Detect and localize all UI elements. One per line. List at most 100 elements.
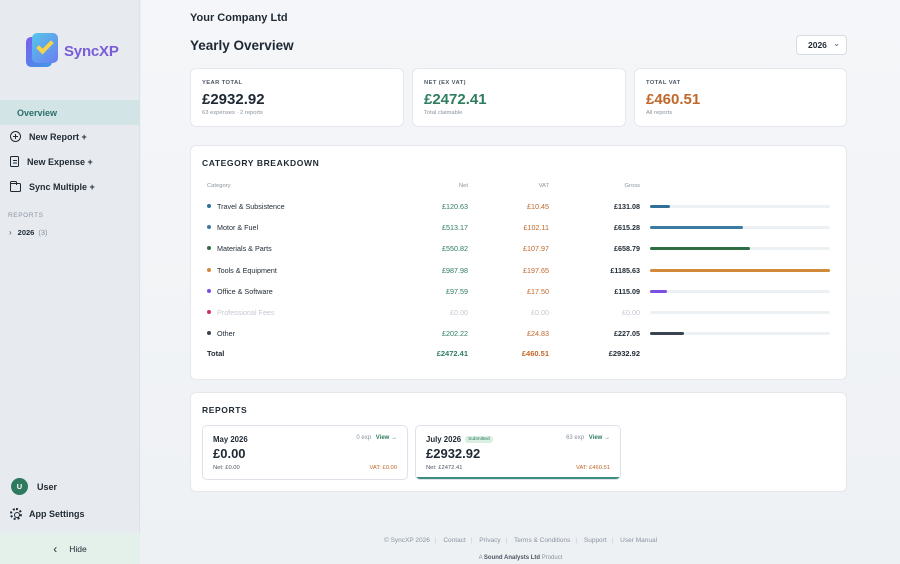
footer-link-manual[interactable]: User Manual — [620, 537, 658, 544]
app-settings-button[interactable]: App Settings — [10, 508, 85, 520]
category-name: Professional Fees — [217, 308, 275, 317]
gear-icon — [10, 508, 22, 520]
stat-value: £460.51 — [646, 91, 701, 108]
category-name: Office & Software — [217, 286, 273, 296]
category-name: Other — [217, 329, 235, 339]
status-badge: Submitted — [465, 436, 493, 444]
category-vat: £102.11 — [523, 223, 549, 233]
stat-label: NET (EX VAT) — [424, 80, 466, 86]
category-net: £202.22 — [442, 329, 468, 339]
report-view-link[interactable]: View → — [588, 435, 610, 441]
report-card-july[interactable]: July 2026 Submitted 63 exp View → £2932.9… — [415, 425, 621, 480]
category-gross: £115.09 — [614, 286, 640, 296]
section-title: REPORTS — [202, 405, 248, 415]
category-dot — [207, 288, 211, 293]
category-vat: £24.83 — [527, 329, 549, 339]
reports-card: REPORTS May 2026 0 exp View → £0.00 Net:… — [190, 392, 847, 492]
table-row: Travel & Subsistence £120.63 £10.45 £131.08 — [191, 201, 846, 213]
sidebar: SyncXP Overview New Report + New Expense… — [0, 0, 140, 564]
year-select[interactable]: 2026 ⌄ — [796, 35, 847, 55]
table-row: Professional Fees £0.00 £0.00 £0.00 — [191, 307, 846, 319]
total-gross: £2932.92 — [608, 349, 640, 358]
category-net: £97.59 — [446, 286, 468, 296]
folder-icon — [9, 181, 21, 192]
sidebar-item-new-report[interactable]: New Report + — [10, 131, 87, 142]
sidebar-item-overview[interactable]: Overview — [0, 100, 140, 125]
category-dot — [207, 267, 211, 272]
stat-label: YEAR TOTAL — [202, 80, 243, 86]
user-menu[interactable]: U User — [11, 478, 57, 495]
footer-link-support[interactable]: Support — [583, 537, 607, 544]
tree-year: 2026 — [17, 228, 35, 237]
sidebar-item-sync-multiple[interactable]: Sync Multiple + — [9, 181, 95, 192]
category-gross: £1185.63 — [610, 265, 640, 275]
report-meta: 63 exp View → — [566, 435, 610, 441]
sidebar-item-label: Sync Multiple + — [29, 181, 95, 192]
category-breakdown-card: CATEGORY BREAKDOWN Category Net VAT Gros… — [190, 145, 847, 380]
category-bar-fill — [650, 226, 744, 230]
table-row: Motor & Fuel £513.17 £102.11 £615.28 — [191, 222, 846, 234]
report-vat: VAT: £0.00 — [369, 465, 398, 471]
category-bar-fill — [650, 268, 830, 272]
total-net: £2472.41 — [436, 349, 468, 358]
footer-link-privacy[interactable]: Privacy — [479, 537, 501, 544]
logo-icon — [24, 33, 60, 69]
footer-links: © SyncXP 2026 | Contact | Privacy | Terms &… — [383, 537, 658, 544]
report-month-label: July 2026 — [426, 435, 462, 444]
category-bar-fill — [650, 247, 751, 251]
report-exp-count: 0 exp — [356, 435, 372, 441]
sidebar-item-new-expense[interactable]: New Expense + — [10, 156, 93, 167]
table-row: Other £202.22 £24.83 £227.05 — [191, 328, 846, 340]
year-select-value: 2026 — [808, 40, 827, 50]
category-bar-track — [650, 289, 830, 293]
footer-link-terms[interactable]: Terms & Conditions — [514, 537, 571, 544]
main-content: Your Company Ltd Yearly Overview 2026 ⌄ … — [141, 0, 900, 564]
submitted-accent-bar — [416, 477, 620, 479]
table-row: Office & Software £97.59 £17.50 £115.09 — [191, 286, 846, 298]
app-logo[interactable]: SyncXP — [24, 33, 119, 69]
category-net: £513.17 — [442, 223, 468, 233]
category-bar-fill — [650, 205, 670, 208]
hide-sidebar-button[interactable]: ‹ Hide — [0, 533, 140, 564]
sidebar-item-label: New Report + — [29, 131, 87, 142]
footer-product-prefix: A — [478, 555, 483, 561]
app-name: SyncXP — [64, 42, 119, 60]
category-dot — [207, 246, 211, 251]
footer-link-contact[interactable]: Contact — [443, 537, 466, 544]
category-gross: £131.08 — [614, 202, 640, 211]
col-header-gross: Gross — [624, 183, 640, 189]
stat-card-net: NET (EX VAT) £2472.41 Total claimable — [412, 68, 626, 127]
section-title: CATEGORY BREAKDOWN — [202, 158, 320, 168]
report-net: Net: £2472.41 — [426, 465, 463, 471]
category-bar-track — [650, 268, 830, 272]
footer-product: A Sound Analysts Ltd Product — [141, 555, 900, 561]
category-net: £987.98 — [442, 265, 468, 275]
chevron-right-icon: › — [9, 228, 12, 237]
tree-count: (3) — [38, 228, 48, 237]
category-name: Tools & Equipment — [217, 265, 277, 275]
table-row: Tools & Equipment £987.98 £197.65 £1185.63 — [191, 265, 846, 277]
tree-item-2026[interactable]: › 2026 (3) — [9, 228, 48, 237]
category-vat: £107.97 — [523, 244, 549, 254]
category-vat: £17.50 — [527, 286, 549, 296]
category-bar-track — [650, 311, 830, 314]
category-bar-track — [650, 247, 830, 251]
category-gross: £227.05 — [614, 329, 640, 339]
category-dot — [207, 331, 211, 336]
total-label: Total — [207, 349, 225, 358]
category-name: Motor & Fuel — [217, 223, 259, 233]
category-dot — [207, 204, 211, 208]
category-bar-fill — [650, 289, 668, 293]
category-name: Travel & Subsistence — [217, 202, 285, 211]
report-exp-count: 63 exp — [566, 435, 585, 441]
total-vat: £460.51 — [521, 349, 549, 358]
category-name: Materials & Parts — [217, 244, 272, 254]
hide-label: Hide — [69, 543, 87, 554]
report-month: May 2026 — [213, 435, 248, 444]
category-dot — [207, 225, 211, 230]
report-view-link[interactable]: View → — [375, 435, 397, 441]
report-card-may[interactable]: May 2026 0 exp View → £0.00 Net: £0.00 V… — [202, 425, 408, 480]
stat-sub: All reports — [646, 110, 673, 116]
col-header-category: Category — [207, 183, 231, 189]
report-vat: VAT: £460.51 — [576, 465, 610, 471]
